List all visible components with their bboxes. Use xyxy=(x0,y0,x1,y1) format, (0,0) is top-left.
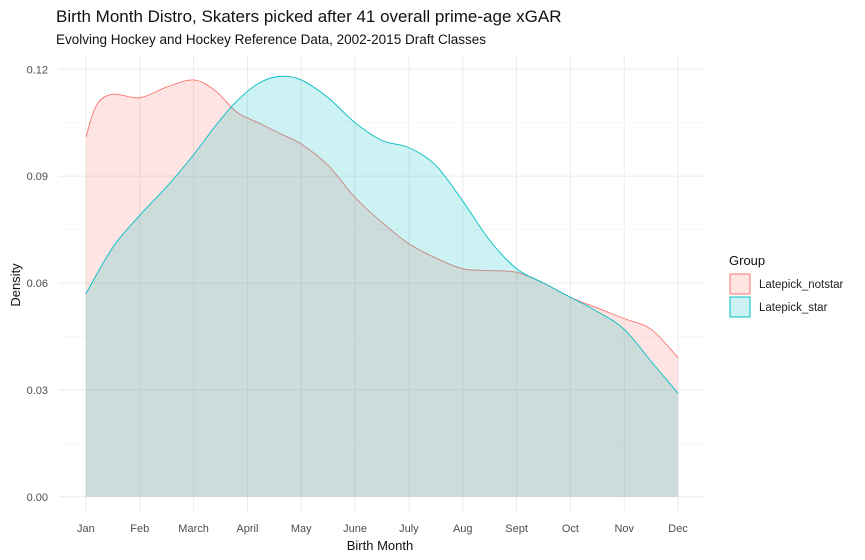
x-tick-label: March xyxy=(178,523,209,535)
x-axis-ticks: Jan Feb March April May June July Aug Sept Oct Nov… xyxy=(77,523,688,535)
y-tick-label: 0.06 xyxy=(27,278,48,290)
legend-label-latepick-notstar: Latepick_notstar xyxy=(759,279,844,291)
density-areas xyxy=(85,75,679,497)
line-latepick-star xyxy=(85,75,679,394)
y-tick-label: 0.09 xyxy=(27,171,48,183)
chart-subtitle: Evolving Hockey and Hockey Reference Dat… xyxy=(56,32,486,47)
legend-title: Group xyxy=(729,253,765,268)
area-latepick-star xyxy=(85,76,679,497)
x-tick-label: July xyxy=(399,523,419,535)
y-axis-ticks: 0.00 0.03 0.06 0.09 0.12 xyxy=(27,64,48,504)
x-tick-label: May xyxy=(291,523,312,535)
y-axis-title: Density xyxy=(8,263,23,307)
x-tick-label: Jan xyxy=(77,523,95,535)
grid-lines xyxy=(59,55,705,511)
x-tick-label: Sept xyxy=(505,523,528,535)
y-tick-label: 0.03 xyxy=(27,385,48,397)
legend: Group Latepick_notstar Latepick_star xyxy=(729,253,844,318)
y-tick-label: 0.12 xyxy=(27,64,48,76)
x-tick-label: April xyxy=(236,523,258,535)
area-latepick-notstar xyxy=(85,79,679,497)
x-tick-label: June xyxy=(343,523,367,535)
y-tick-label: 0.00 xyxy=(27,492,48,504)
legend-label-latepick-star: Latepick_star xyxy=(759,302,828,314)
x-tick-label: Aug xyxy=(453,523,473,535)
x-axis-title: Birth Month xyxy=(347,538,413,553)
legend-key-latepick-notstar xyxy=(729,273,751,295)
x-tick-label: Nov xyxy=(614,523,634,535)
legend-key-latepick-star xyxy=(729,296,751,318)
x-tick-label: Feb xyxy=(130,523,149,535)
x-tick-label: Oct xyxy=(562,523,579,535)
x-tick-label: Dec xyxy=(668,523,688,535)
chart-title: Birth Month Distro, Skaters picked after… xyxy=(56,7,562,26)
